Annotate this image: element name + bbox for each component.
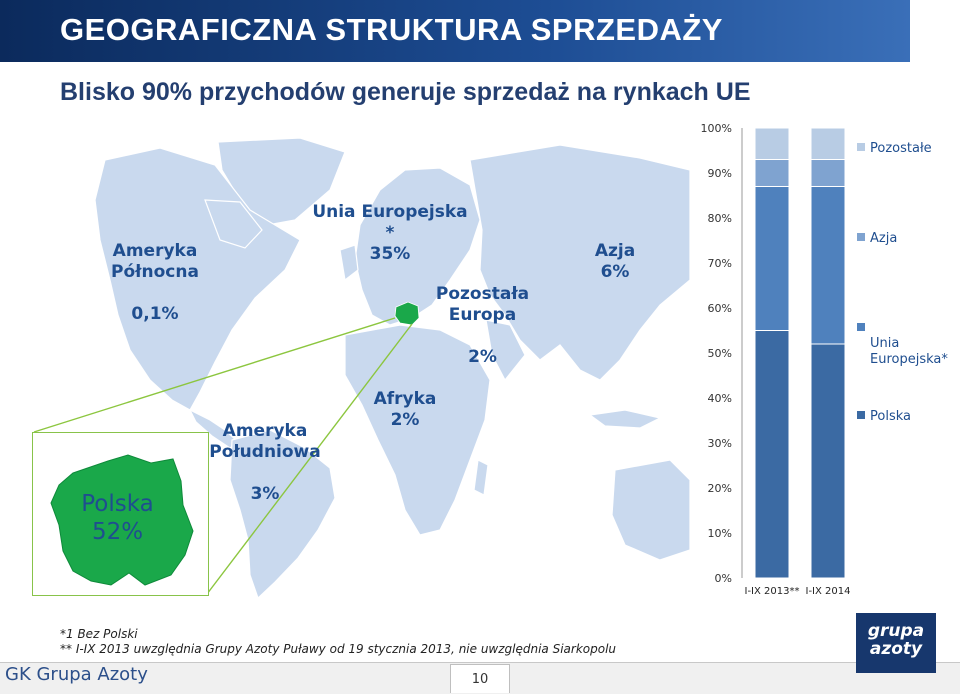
poland-name: Polska xyxy=(81,491,154,517)
region-name: Afryka xyxy=(373,389,437,409)
logo-line-1: grupa xyxy=(867,621,925,641)
legend-swatch xyxy=(857,143,865,151)
region-value: 3% xyxy=(250,484,280,504)
footnote-1: *1 Bez Polski xyxy=(60,627,138,641)
bar-segment xyxy=(754,330,790,579)
region-label-north-america: Ameryka Północna 0,1% xyxy=(100,220,210,346)
bar-segment xyxy=(754,159,790,187)
region-name: Ameryka Południowa xyxy=(209,421,321,462)
region-name: Pozostała Europa xyxy=(435,284,530,325)
page-subtitle: Blisko 90% przychodów generuje sprzedaż … xyxy=(60,78,751,106)
bar-segment xyxy=(810,186,846,345)
y-tick-label: 90% xyxy=(708,167,732,180)
region-value: 2% xyxy=(390,410,420,430)
bar-segment xyxy=(810,343,846,579)
x-tick-label: I-IX 2014 xyxy=(806,586,851,597)
bar-segment xyxy=(754,186,790,331)
y-tick-label: 80% xyxy=(708,212,732,225)
legend-swatch xyxy=(857,323,865,331)
y-tick-label: 70% xyxy=(708,257,732,270)
title-bar: GEOGRAFICZNA STRUKTURA SPRZEDAŻY xyxy=(0,0,910,62)
region-value: 0,1% xyxy=(131,304,179,324)
world-map xyxy=(33,137,690,600)
poland-label: Polska 52% xyxy=(70,490,165,546)
bar-segment xyxy=(810,127,846,160)
legend-item-azja: Azja xyxy=(857,231,897,247)
legend-item-pozostale: Pozostałe xyxy=(857,141,932,157)
y-tick-label: 50% xyxy=(708,347,732,360)
legend-swatch xyxy=(857,233,865,241)
region-label-other-europe: Pozostała Europa 2% xyxy=(425,263,540,389)
footer-company: GK Grupa Azoty xyxy=(5,664,148,685)
region-label-asia: Azja 6% xyxy=(580,241,650,283)
poland-zoom-box xyxy=(32,432,209,596)
region-name: Unia Europejska * xyxy=(312,202,468,243)
y-tick-label: 0% xyxy=(715,572,732,585)
legend-label: Polska xyxy=(870,409,911,424)
legend-label: Pozostałe xyxy=(870,141,932,156)
poland-shape xyxy=(50,454,194,586)
region-value: 35% xyxy=(369,244,411,264)
region-label-africa: Afryka 2% xyxy=(365,389,445,431)
stacked-bar-chart: 0% 10% 20% 30% 40% 50% 60% 70% 80% 90% 100% I-IX 20… xyxy=(701,122,851,597)
bar-segment xyxy=(754,127,790,160)
page-number: 10 xyxy=(450,664,510,693)
company-logo: grupa azoty xyxy=(856,613,936,673)
y-tick-label: 60% xyxy=(708,302,732,315)
legend-item-ue: Unia Europejska* xyxy=(857,320,952,384)
region-name: Azja xyxy=(594,241,636,261)
page-title: GEOGRAFICZNA STRUKTURA SPRZEDAŻY xyxy=(60,12,723,47)
y-tick-label: 10% xyxy=(708,527,732,540)
region-label-eu: Unia Europejska * 35% xyxy=(305,202,475,265)
legend-label: Azja xyxy=(870,231,898,246)
region-name: Ameryka Północna xyxy=(111,241,199,282)
legend-swatch xyxy=(857,411,865,419)
region-value: 2% xyxy=(468,347,497,367)
region-label-south-america: Ameryka Południowa 3% xyxy=(205,400,325,526)
y-tick-label: 20% xyxy=(708,482,732,495)
x-tick-label: I-IX 2013** xyxy=(745,586,800,597)
region-value: 6% xyxy=(600,262,630,282)
logo-line-2: azoty xyxy=(869,639,923,659)
bar-segment xyxy=(810,159,846,187)
footnote-2: ** I-IX 2013 uwzględnia Grupy Azoty Puła… xyxy=(60,642,617,656)
y-tick-label: 100% xyxy=(701,122,732,135)
y-tick-label: 30% xyxy=(708,437,732,450)
poland-value: 52% xyxy=(91,519,144,545)
legend-label: Unia Europejska* xyxy=(870,336,948,367)
legend-item-polska: Polska xyxy=(857,409,911,425)
y-tick-label: 40% xyxy=(708,392,732,405)
